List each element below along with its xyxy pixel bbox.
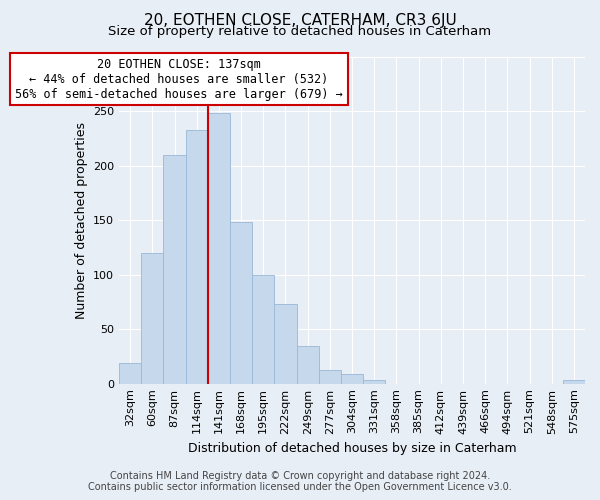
Bar	[230, 222, 252, 384]
Bar	[341, 374, 363, 384]
Bar	[119, 363, 141, 384]
Y-axis label: Number of detached properties: Number of detached properties	[74, 122, 88, 318]
Bar	[141, 253, 163, 384]
Bar	[363, 380, 385, 384]
Bar	[563, 380, 585, 384]
Bar	[163, 154, 185, 384]
X-axis label: Distribution of detached houses by size in Caterham: Distribution of detached houses by size …	[188, 442, 517, 455]
Text: 20 EOTHEN CLOSE: 137sqm
← 44% of detached houses are smaller (532)
56% of semi-d: 20 EOTHEN CLOSE: 137sqm ← 44% of detache…	[15, 58, 343, 100]
Bar	[252, 274, 274, 384]
Bar	[296, 346, 319, 384]
Bar	[185, 130, 208, 384]
Text: Size of property relative to detached houses in Caterham: Size of property relative to detached ho…	[109, 25, 491, 38]
Text: Contains HM Land Registry data © Crown copyright and database right 2024.
Contai: Contains HM Land Registry data © Crown c…	[88, 471, 512, 492]
Bar	[208, 113, 230, 384]
Bar	[274, 304, 296, 384]
Text: 20, EOTHEN CLOSE, CATERHAM, CR3 6JU: 20, EOTHEN CLOSE, CATERHAM, CR3 6JU	[143, 12, 457, 28]
Bar	[319, 370, 341, 384]
